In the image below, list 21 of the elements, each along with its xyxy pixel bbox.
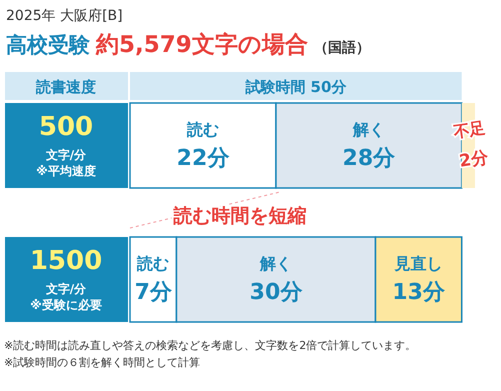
series-label: 読む xyxy=(136,254,170,273)
text: 読書速度 xyxy=(35,78,96,96)
chart-title: 2025年 大阪府[B] xyxy=(6,8,123,24)
data-label: 28分 xyxy=(342,146,396,171)
series-label: 不足 xyxy=(451,118,487,142)
data-label: 22分 xyxy=(176,146,230,171)
data-label: 2分 xyxy=(458,148,490,172)
data-label: 30分 xyxy=(250,280,304,305)
series-label: 解く xyxy=(352,120,385,139)
text: 解く xyxy=(260,254,292,273)
annotation: 読む時間を短縮 xyxy=(172,205,306,227)
y-tick-label: 500 文字/分 ※平均速度 xyxy=(36,112,96,178)
text: 読む xyxy=(186,120,219,139)
data-label: 7分 xyxy=(134,280,173,305)
series-label: 見直し xyxy=(394,254,443,273)
text: 試験時間 50分 xyxy=(244,78,348,96)
annotation: ※試験時間の６割を解く時間として計算 xyxy=(4,356,200,369)
data-label: 13分 xyxy=(392,280,446,305)
y-tick-label: 1500 文字/分 ※受験に必要 xyxy=(30,246,102,312)
annotation: ※読む時間は読み直しや答えの検索などを考慮し、文字数を2倍で計算しています。 xyxy=(4,339,416,352)
chart-subtitle: 高校受験 約5,579文字の場合 （国語） xyxy=(6,31,370,58)
